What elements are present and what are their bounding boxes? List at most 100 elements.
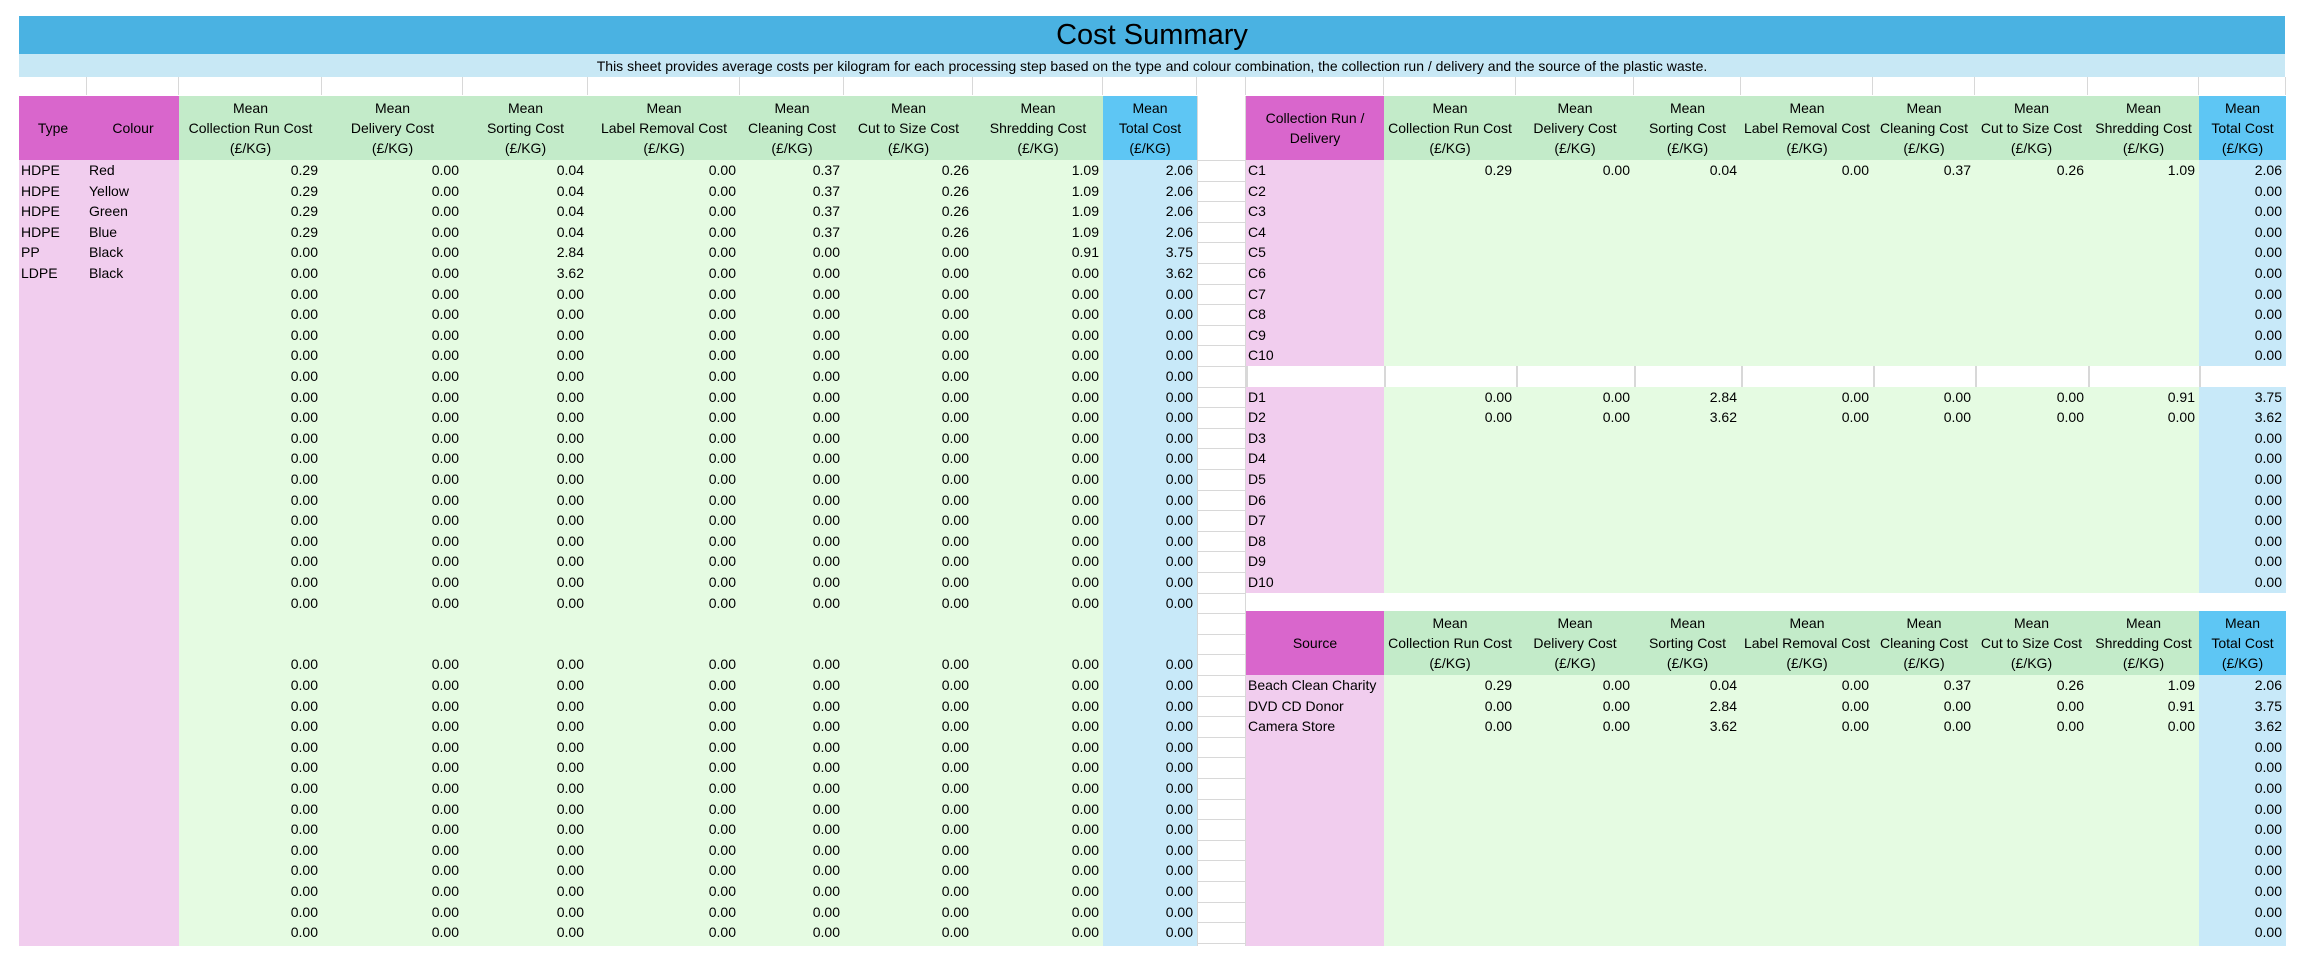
total-value-cell[interactable]: 2.06 <box>2254 677 2282 693</box>
cost-value-cell[interactable]: 0.00 <box>431 203 459 220</box>
cost-value-cell[interactable]: 0.00 <box>1071 841 1099 858</box>
blank-cell[interactable] <box>87 77 179 95</box>
cost-value-cell[interactable]: 1.09 <box>1071 203 1099 220</box>
source-label[interactable]: DVD CD Donor <box>1248 697 1344 714</box>
cost-value-cell[interactable]: 0.00 <box>290 388 318 405</box>
cost-value-cell[interactable]: 0.04 <box>1709 162 1737 178</box>
blank-cell[interactable] <box>844 77 973 95</box>
cost-value-cell[interactable]: 0.00 <box>556 594 584 611</box>
cost-value-cell[interactable]: 0.00 <box>290 780 318 796</box>
cost-value-cell[interactable]: 0.00 <box>431 862 459 879</box>
cost-value-cell[interactable] <box>1975 881 2088 902</box>
blank-cell[interactable] <box>588 77 740 95</box>
cost-value-cell[interactable] <box>1741 881 1873 902</box>
cost-value-cell[interactable]: 0.00 <box>941 841 969 858</box>
cost-value-cell[interactable] <box>1975 902 2088 923</box>
cost-value-cell[interactable] <box>1516 778 1634 799</box>
cost-value-cell[interactable] <box>1634 510 1741 531</box>
cost-value-cell[interactable] <box>1634 263 1741 284</box>
cost-value-cell[interactable] <box>1384 181 1516 202</box>
type-cell[interactable]: HDPE <box>21 182 60 199</box>
cost-value-cell[interactable] <box>2088 860 2199 881</box>
total-value-cell[interactable]: 0.00 <box>1165 491 1193 508</box>
cost-value-cell[interactable]: 0.00 <box>431 306 459 323</box>
blank-cell[interactable] <box>1197 77 1246 95</box>
total-value-cell[interactable]: 0.00 <box>2254 203 2282 220</box>
total-value-cell[interactable]: 3.75 <box>2254 388 2282 405</box>
total-value-cell[interactable]: 0.00 <box>2254 841 2282 858</box>
cost-value-cell[interactable]: 0.00 <box>708 656 736 673</box>
cost-value-cell[interactable]: 0.00 <box>2056 388 2084 405</box>
cost-value-cell[interactable]: 0.00 <box>1071 759 1099 776</box>
cost-value-cell[interactable]: 0.00 <box>812 883 840 899</box>
cost-value-cell[interactable]: 0.00 <box>708 368 736 384</box>
cost-value-cell[interactable] <box>1741 345 1873 366</box>
cost-value-cell[interactable] <box>1741 448 1873 469</box>
cost-value-cell[interactable] <box>1516 428 1634 449</box>
type-cell[interactable] <box>19 572 87 593</box>
collection-run-label[interactable]: C10 <box>1248 347 1274 364</box>
total-value-cell[interactable]: 0.00 <box>2254 759 2282 776</box>
colour-cell[interactable] <box>87 716 179 737</box>
cost-value-cell[interactable] <box>1975 469 2088 490</box>
cost-value-cell[interactable]: 0.00 <box>1071 388 1099 405</box>
cost-value-cell[interactable] <box>2088 345 2199 366</box>
cost-value-cell[interactable]: 0.00 <box>941 738 969 755</box>
cost-value-cell[interactable]: 0.00 <box>708 821 736 838</box>
cost-value-cell[interactable]: 1.09 <box>1071 223 1099 240</box>
type-cell[interactable] <box>19 881 87 902</box>
cost-value-cell[interactable] <box>1741 325 1873 346</box>
cost-value-cell[interactable]: 0.00 <box>431 841 459 858</box>
cost-value-cell[interactable]: 0.00 <box>290 368 318 384</box>
cost-value-cell[interactable]: 0.00 <box>556 512 584 529</box>
cost-value-cell[interactable]: 0.00 <box>556 841 584 858</box>
blank-cell[interactable] <box>322 77 463 95</box>
cost-value-cell[interactable]: 0.00 <box>1841 697 1869 714</box>
type-cell[interactable] <box>19 737 87 758</box>
cost-value-cell[interactable]: 0.00 <box>941 780 969 796</box>
cost-value-cell[interactable] <box>1634 201 1741 222</box>
colour-cell[interactable] <box>87 675 179 696</box>
cost-value-cell[interactable] <box>1741 263 1873 284</box>
cost-value-cell[interactable] <box>2088 490 2199 511</box>
cost-value-cell[interactable] <box>1873 840 1975 861</box>
collection-run-label[interactable]: C4 <box>1248 223 1266 240</box>
total-value-cell[interactable]: 0.00 <box>2254 450 2282 467</box>
cost-value-cell[interactable]: 0.00 <box>708 162 736 178</box>
cost-value-cell[interactable] <box>1873 304 1975 325</box>
cost-value-cell[interactable]: 0.00 <box>1841 162 1869 178</box>
cost-value-cell[interactable] <box>1975 201 2088 222</box>
cost-value-cell[interactable] <box>1873 325 1975 346</box>
type-cell[interactable] <box>19 551 87 572</box>
cost-value-cell[interactable]: 0.00 <box>1602 388 1630 405</box>
source-label[interactable] <box>1246 902 1384 923</box>
total-value-cell[interactable]: 0.00 <box>1165 800 1193 817</box>
cost-value-cell[interactable]: 0.00 <box>290 450 318 467</box>
cost-value-cell[interactable] <box>1516 510 1634 531</box>
blank-cell[interactable] <box>463 77 588 95</box>
cost-value-cell[interactable]: 0.00 <box>812 409 840 426</box>
cost-value-cell[interactable]: 0.00 <box>556 656 584 673</box>
total-value-cell[interactable]: 0.00 <box>2254 182 2282 199</box>
type-cell[interactable] <box>19 778 87 799</box>
total-value-cell[interactable]: 0.00 <box>1165 841 1193 858</box>
cost-value-cell[interactable] <box>1741 304 1873 325</box>
cost-value-cell[interactable] <box>1741 469 1873 490</box>
cost-value-cell[interactable]: 2.84 <box>1709 697 1737 714</box>
colour-cell[interactable] <box>87 757 179 778</box>
cost-value-cell[interactable]: 0.00 <box>1071 697 1099 714</box>
cost-value-cell[interactable]: 0.00 <box>1071 409 1099 426</box>
cost-value-cell[interactable]: 0.00 <box>290 759 318 776</box>
total-value-cell[interactable]: 0.00 <box>2254 306 2282 323</box>
cost-value-cell[interactable] <box>1741 242 1873 263</box>
cost-value-cell[interactable] <box>1384 881 1516 902</box>
cost-value-cell[interactable]: 0.00 <box>290 553 318 570</box>
cost-value-cell[interactable]: 0.00 <box>431 903 459 920</box>
cost-value-cell[interactable]: 0.00 <box>812 903 840 920</box>
blank-cell[interactable] <box>179 77 322 95</box>
cost-value-cell[interactable]: 0.00 <box>1071 368 1099 384</box>
cost-value-cell[interactable] <box>1975 922 2088 943</box>
cost-value-cell[interactable] <box>1516 490 1634 511</box>
cost-value-cell[interactable]: 0.00 <box>556 718 584 735</box>
blank-cell[interactable] <box>19 77 87 95</box>
